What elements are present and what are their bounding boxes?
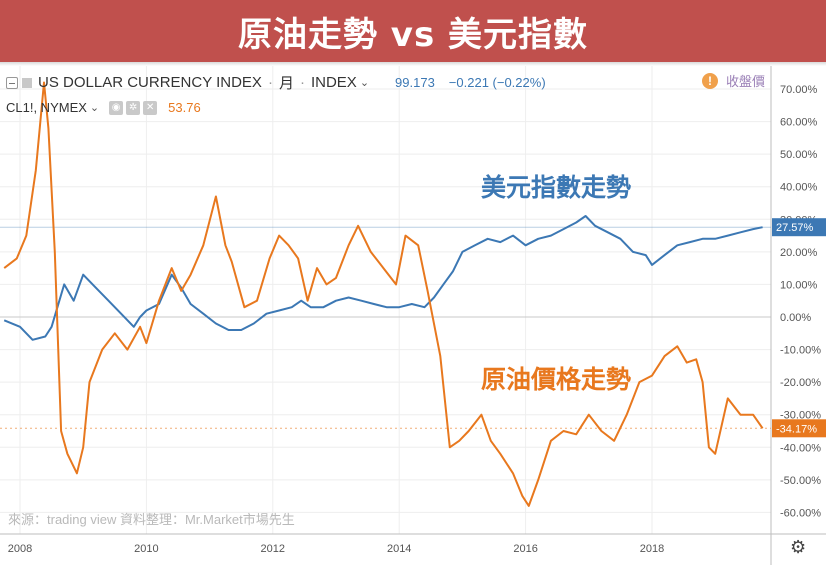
y-tick-label: 10.00% [780, 279, 818, 291]
y-tick-label: 70.00% [780, 84, 818, 96]
usd-annotation: 美元指數走勢 [481, 173, 632, 202]
y-tick-label: -20.00% [780, 377, 821, 389]
chevron-down-icon[interactable]: ⌄ [89, 102, 100, 114]
chart-area[interactable]: 70.00%60.00%50.00%40.00%30.00%20.00%10.0… [0, 66, 826, 565]
oil-legend-row[interactable]: CL1!, NYMEX ⌄ ◉ ✲ ✕ 53.76 [6, 100, 201, 115]
banner-title: 原油走勢 vs 美元指數 [237, 14, 589, 55]
usd-legend-row[interactable]: US DOLLAR CURRENCY INDEX · 月 · INDEX ⌄ 9… [6, 72, 546, 93]
chevron-down-icon[interactable]: ⌄ [359, 77, 370, 89]
close-price-indicator[interactable]: ! 收盤價 [702, 71, 765, 90]
y-tick-label: -30.00% [780, 410, 821, 422]
close-icon[interactable]: ✕ [143, 100, 158, 115]
x-tick-label: 2008 [8, 543, 32, 555]
legend-separator: · [267, 74, 273, 91]
y-tick-label: -60.00% [780, 507, 821, 519]
x-tick-label: 2016 [513, 543, 537, 555]
usd-value: 99.173 [395, 75, 435, 90]
x-tick-label: 2012 [261, 543, 285, 555]
eye-icon[interactable]: ◉ [109, 100, 124, 115]
collapse-legend-icon[interactable] [6, 76, 18, 89]
usd-last-value-tag [772, 218, 826, 237]
source-note: 來源：trading view 資料整理：Mr.Market市場先生 [8, 512, 295, 527]
usd-change: −0.221 (−0.22%) [448, 75, 546, 90]
oil-annotation: 原油價格走勢 [481, 365, 632, 394]
title-banner: 原油走勢 vs 美元指數 [0, 0, 826, 62]
oil-last-value-tag [772, 419, 826, 438]
x-tick-label: 2018 [640, 543, 664, 555]
legend-separator: · [299, 74, 305, 91]
usd-series-name: US DOLLAR CURRENCY INDEX [38, 74, 262, 91]
banner-shadow [0, 62, 826, 66]
exclamation-circle-icon[interactable]: ! [702, 72, 718, 89]
close-price-label: 收盤價 [726, 74, 766, 89]
y-tick-label: -40.00% [780, 442, 821, 454]
y-tick-label: 20.00% [780, 247, 818, 259]
x-tick-label: 2014 [387, 543, 411, 555]
oil-last-value-label: -34.17% [776, 423, 817, 435]
usd-interval[interactable]: 月 [278, 75, 294, 92]
x-tick-label: 2010 [134, 543, 158, 555]
oil-value: 53.76 [168, 100, 201, 115]
y-tick-label: -10.00% [780, 345, 821, 357]
y-tick-label: -50.00% [780, 475, 821, 487]
y-tick-label: 40.00% [780, 182, 818, 194]
y-tick-label: 0.00% [780, 312, 811, 324]
symbol-square-icon [22, 77, 32, 88]
oil-series-line [3, 81, 764, 507]
gear-small-icon[interactable]: ✲ [126, 100, 141, 115]
y-tick-label: 60.00% [780, 117, 818, 129]
y-tick-label: 50.00% [780, 149, 818, 161]
usd-exchange[interactable]: INDEX [310, 74, 357, 91]
usd-last-value-label: 27.57% [776, 222, 814, 234]
gear-icon[interactable]: ⚙ [790, 537, 807, 557]
oil-symbol: CL1!, NYMEX [6, 100, 87, 115]
usd-series-line [3, 215, 763, 341]
